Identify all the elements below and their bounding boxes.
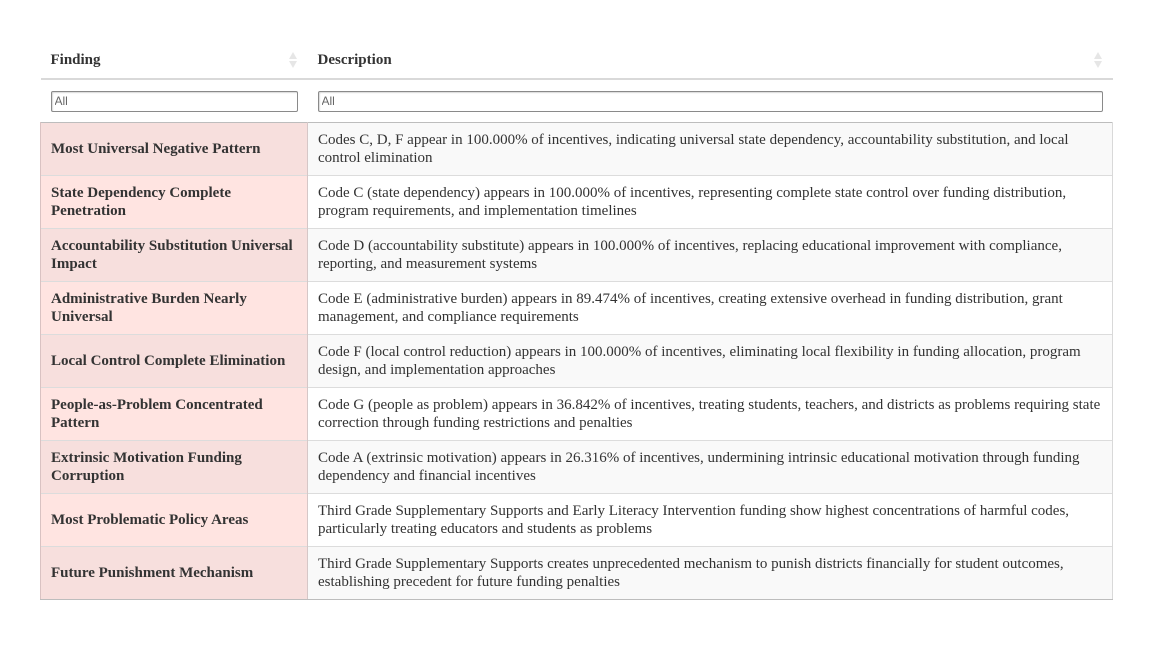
sort-icon[interactable] xyxy=(288,51,298,69)
description-cell: Code F (local control reduction) appears… xyxy=(307,334,1113,388)
finding-cell: Administrative Burden Nearly Universal xyxy=(40,281,308,335)
table-row: Administrative Burden Nearly Universal C… xyxy=(40,281,1113,335)
description-cell: Codes C, D, F appear in 100.000% of ince… xyxy=(307,122,1113,176)
filter-cell-description xyxy=(308,79,1113,123)
sort-icon[interactable] xyxy=(1093,51,1103,69)
table-body: Most Universal Negative Pattern Codes C,… xyxy=(40,122,1113,600)
findings-table-container: Finding Description xyxy=(40,42,1113,600)
description-filter-input[interactable] xyxy=(317,90,1103,112)
table-row: State Dependency Complete Penetration Co… xyxy=(40,175,1113,229)
filter-cell-finding xyxy=(41,79,308,123)
finding-cell: Extrinsic Motivation Funding Corruption xyxy=(40,440,308,494)
finding-cell: People-as-Problem Concentrated Pattern xyxy=(40,387,308,441)
column-header-finding[interactable]: Finding xyxy=(40,42,308,80)
table-row: Future Punishment Mechanism Third Grade … xyxy=(40,546,1113,600)
description-cell: Third Grade Supplementary Supports and E… xyxy=(307,493,1113,547)
finding-cell: State Dependency Complete Penetration xyxy=(40,175,308,229)
description-cell: Code D (accountability substitute) appea… xyxy=(307,228,1113,282)
finding-cell: Local Control Complete Elimination xyxy=(40,334,308,388)
description-cell: Code G (people as problem) appears in 36… xyxy=(307,387,1113,441)
table-row: People-as-Problem Concentrated Pattern C… xyxy=(40,387,1113,441)
finding-cell: Most Problematic Policy Areas xyxy=(40,493,308,547)
filter-section xyxy=(41,79,1113,123)
finding-cell: Future Punishment Mechanism xyxy=(40,546,308,600)
column-header-label: Description xyxy=(317,51,392,68)
table-row: Most Universal Negative Pattern Codes C,… xyxy=(40,122,1113,176)
column-header-description[interactable]: Description xyxy=(307,42,1113,80)
finding-cell: Accountability Substitution Universal Im… xyxy=(40,228,308,282)
header-row: Finding Description xyxy=(40,42,1113,80)
description-cell: Code C (state dependency) appears in 100… xyxy=(307,175,1113,229)
table-row: Accountability Substitution Universal Im… xyxy=(40,228,1113,282)
finding-filter-input[interactable] xyxy=(50,90,298,112)
description-cell: Code A (extrinsic motivation) appears in… xyxy=(307,440,1113,494)
finding-cell: Most Universal Negative Pattern xyxy=(40,122,308,176)
filter-row xyxy=(41,79,1113,123)
column-header-label: Finding xyxy=(50,51,101,68)
description-cell: Third Grade Supplementary Supports creat… xyxy=(307,546,1113,600)
findings-table: Finding Description xyxy=(40,42,1113,600)
table-row: Extrinsic Motivation Funding Corruption … xyxy=(40,440,1113,494)
table-row: Local Control Complete Elimination Code … xyxy=(40,334,1113,388)
table-row: Most Problematic Policy Areas Third Grad… xyxy=(40,493,1113,547)
description-cell: Code E (administrative burden) appears i… xyxy=(307,281,1113,335)
table-header: Finding Description xyxy=(40,42,1113,80)
